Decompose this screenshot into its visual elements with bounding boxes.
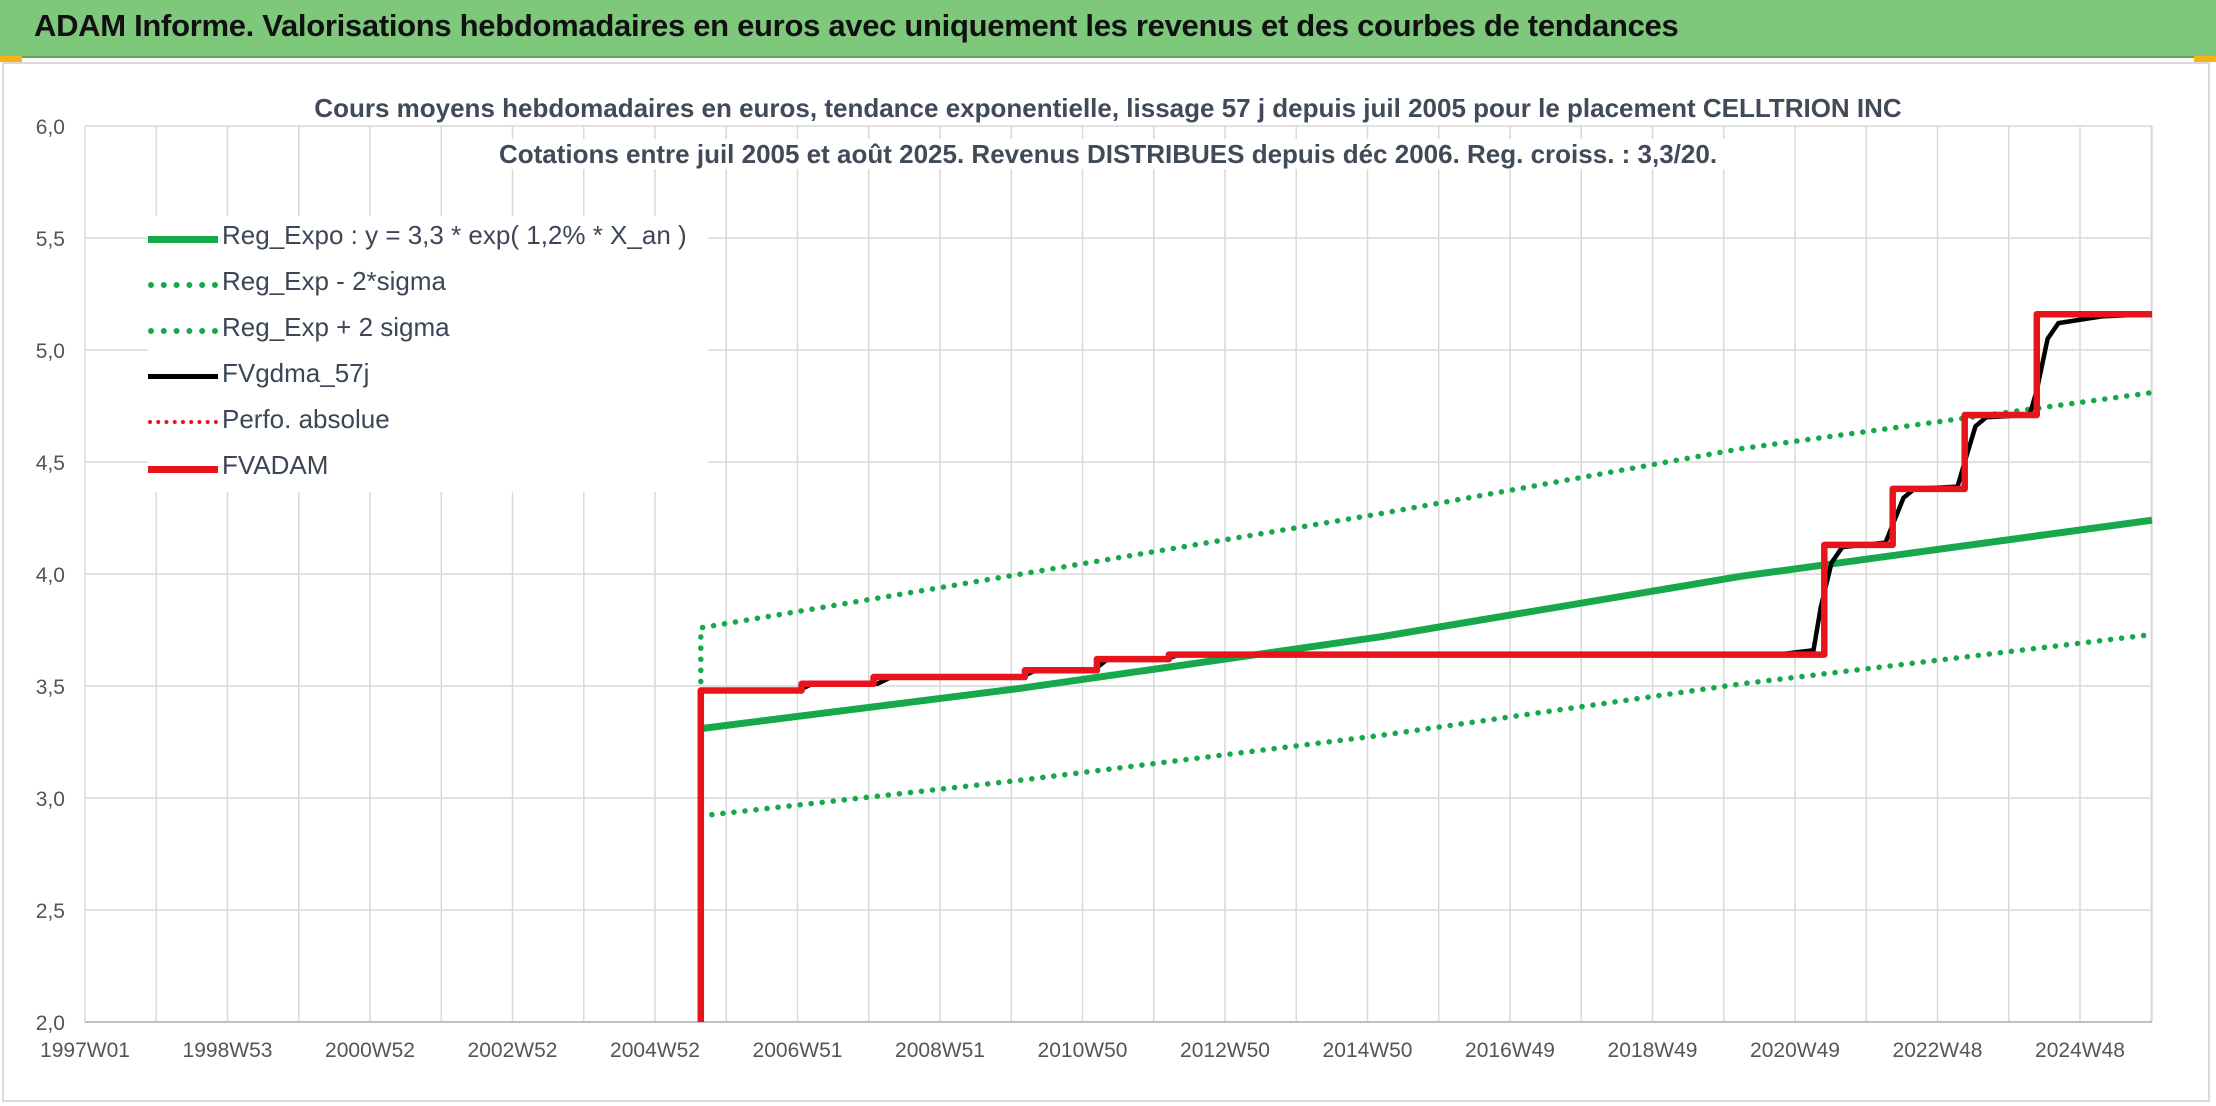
chart-title-line-1: Cours moyens hebdomadaires en euros, ten…: [0, 93, 2216, 124]
y-tick-label: 2,0: [36, 1012, 65, 1035]
report-banner: ADAM Informe. Valorisations hebdomadaire…: [0, 0, 2216, 58]
x-tick-label: 2000W52: [325, 1039, 415, 1062]
y-tick-label: 2,5: [36, 900, 65, 923]
legend-item-reg-expo: Reg_Expo : y = 3,3 * exp( 1,2% * X_an ): [148, 216, 708, 262]
x-tick-label: 1997W01: [40, 1039, 130, 1062]
chart-legend: Reg_Expo : y = 3,3 * exp( 1,2% * X_an ) …: [148, 216, 708, 492]
chart-title-line-2: Cotations entre juil 2005 et août 2025. …: [0, 139, 2216, 170]
report-title: ADAM Informe. Valorisations hebdomadaire…: [34, 8, 1679, 43]
x-tick-label: 2024W48: [2035, 1039, 2125, 1062]
legend-label-fvgdma: FVgdma_57j: [222, 358, 370, 388]
x-tick-label: 2004W52: [610, 1039, 700, 1062]
chart-title-line-1-text: Cours moyens hebdomadaires en euros, ten…: [306, 93, 1910, 123]
x-tick-label: 2010W50: [1038, 1039, 1128, 1062]
legend-item-perfo-absolue: Perfo. absolue: [148, 400, 708, 446]
series-fvgdma-57j: [700, 311, 2153, 693]
y-tick-label: 3,5: [36, 676, 65, 699]
x-tick-label: 2022W48: [1893, 1039, 1983, 1062]
x-tick-label: 2008W51: [895, 1039, 985, 1062]
chart-frame: [2, 62, 2210, 1102]
legend-item-fvgdma: FVgdma_57j: [148, 354, 708, 400]
legend-label-reg-exp-minus: Reg_Exp - 2*sigma: [222, 266, 446, 296]
corner-accent-left: [0, 56, 22, 62]
corner-accent-right: [2194, 56, 2216, 62]
y-tick-label: 5,5: [36, 228, 65, 251]
legend-label-fvadam: FVADAM: [222, 450, 329, 480]
x-tick-label: 2014W50: [1323, 1039, 1413, 1062]
legend-label-reg-expo: Reg_Expo : y = 3,3 * exp( 1,2% * X_an ): [222, 220, 687, 250]
series-fvadam: [697, 310, 2152, 1022]
x-tick-label: 1998W53: [183, 1039, 273, 1062]
x-tick-label: 2002W52: [468, 1039, 558, 1062]
legend-swatch-fvgdma: [148, 374, 218, 379]
x-tick-label: 2006W51: [753, 1039, 843, 1062]
series-reg-expo: [700, 516, 2153, 733]
legend-label-perfo-absolue: Perfo. absolue: [222, 404, 390, 434]
series-reg-exp-plus-2sigma: [698, 389, 2155, 685]
legend-item-reg-exp-plus: Reg_Exp + 2 sigma: [148, 308, 708, 354]
y-tick-label: 3,0: [36, 788, 65, 811]
legend-label-reg-exp-plus: Reg_Exp + 2 sigma: [222, 312, 450, 342]
x-tick-label: 2012W50: [1180, 1039, 1270, 1062]
x-tick-label: 2016W49: [1465, 1039, 1555, 1062]
y-tick-label: 4,0: [36, 564, 65, 587]
chart-title-line-2-text: Cotations entre juil 2005 et août 2025. …: [490, 139, 1726, 169]
x-tick-label: 2020W49: [1750, 1039, 1840, 1062]
legend-swatch-perfo-absolue: [148, 420, 218, 424]
legend-item-fvadam: FVADAM: [148, 446, 708, 492]
series-reg-exp-minus-2sigma: [698, 631, 2155, 819]
legend-swatch-reg-expo: [148, 236, 218, 243]
x-tick-label: 2018W49: [1608, 1039, 1698, 1062]
y-tick-label: 4,5: [36, 452, 65, 475]
legend-swatch-reg-exp-minus: [148, 282, 218, 288]
y-tick-label: 5,0: [36, 340, 65, 363]
legend-swatch-reg-exp-plus: [148, 328, 218, 334]
y-tick-label: 6,0: [36, 116, 65, 139]
legend-item-reg-exp-minus: Reg_Exp - 2*sigma: [148, 262, 708, 308]
legend-swatch-fvadam: [148, 466, 218, 473]
